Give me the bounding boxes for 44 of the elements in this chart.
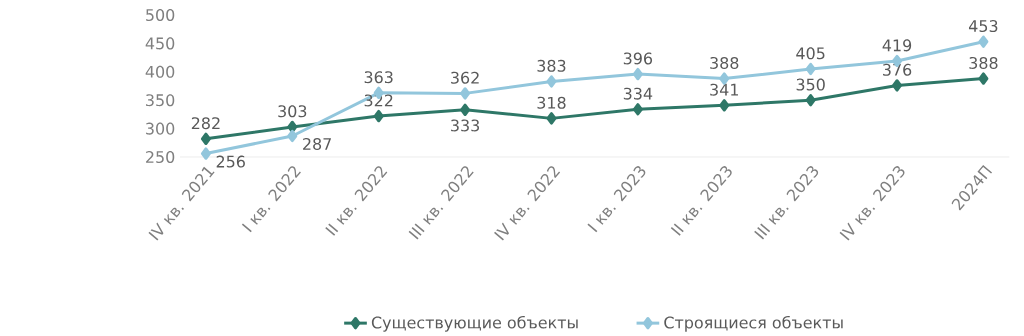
point: [805, 62, 816, 76]
data-label: 350: [796, 78, 825, 91]
y-tick-label: 500: [146, 9, 175, 22]
point: [287, 130, 298, 143]
data-label: 333: [451, 119, 480, 132]
data-label: 363: [364, 71, 393, 84]
point: [978, 72, 989, 85]
data-label: 303: [278, 105, 307, 118]
y-tick-label: 350: [146, 94, 175, 107]
data-label: 341: [710, 83, 738, 96]
data-label: 453: [968, 20, 998, 33]
point: [460, 87, 471, 100]
data-label: 334: [623, 87, 653, 100]
legend-label: Существующие объекты: [371, 316, 578, 332]
point: [632, 68, 643, 81]
point: [805, 94, 816, 107]
data-label: 383: [537, 59, 566, 73]
point: [200, 132, 211, 146]
data-label: 388: [710, 57, 739, 70]
point: [546, 75, 557, 88]
data-label: 282: [191, 117, 220, 130]
data-label: 388: [969, 57, 998, 70]
y-tick-label: 450: [145, 37, 175, 50]
data-label: 318: [537, 96, 566, 109]
y-tick-label: 250: [146, 151, 175, 164]
point: [632, 103, 643, 116]
point: [287, 120, 298, 134]
y-tick-label: 300: [146, 122, 175, 135]
legend-label: Строящиеся объекты: [664, 316, 843, 332]
y-tick-label: 400: [145, 65, 175, 79]
data-label: 362: [451, 71, 479, 84]
point: [546, 112, 557, 125]
point: [719, 99, 730, 112]
point: [373, 110, 384, 123]
data-label: 376: [883, 63, 912, 77]
point: [460, 103, 471, 117]
point: [200, 147, 211, 160]
data-label: 256: [216, 155, 245, 168]
point: [978, 35, 989, 49]
data-label: 396: [623, 52, 653, 65]
data-label: 287: [303, 138, 331, 151]
data-label: 405: [796, 47, 825, 60]
point: [892, 79, 903, 92]
data-label: 419: [882, 39, 912, 52]
